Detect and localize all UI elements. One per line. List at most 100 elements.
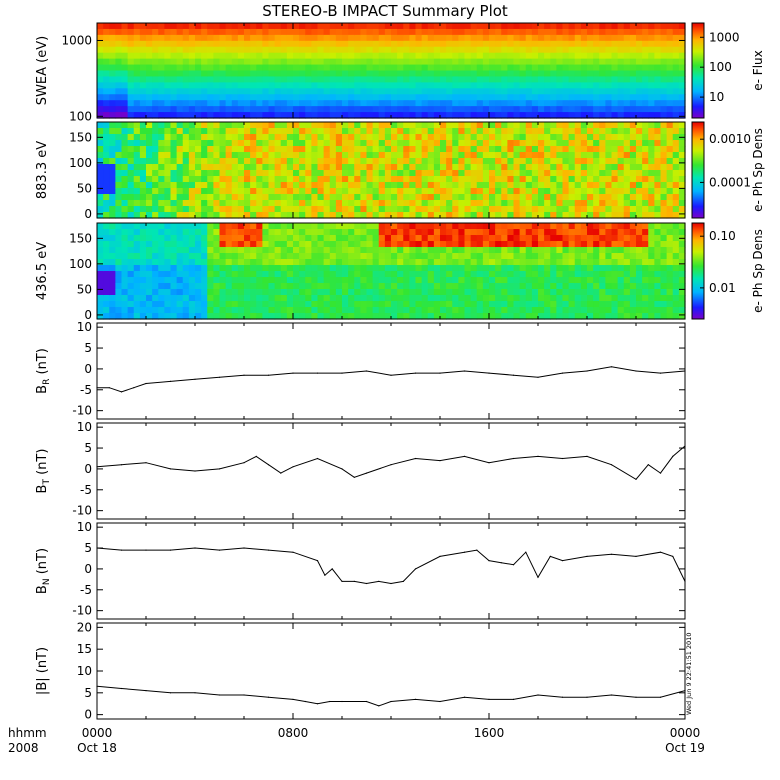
heatmap-cell — [244, 88, 251, 95]
heatmap-cell — [317, 283, 325, 290]
heatmap-cell — [121, 164, 129, 171]
heatmap-cell — [433, 40, 441, 48]
heatmap-cell — [623, 229, 631, 236]
heatmap-cell — [636, 134, 643, 141]
heatmap-cell — [587, 94, 594, 101]
heatmap-cell — [372, 271, 380, 278]
heatmap-cell — [525, 235, 533, 242]
heatmap-cell — [384, 229, 392, 236]
heatmap-cell — [121, 140, 129, 147]
heatmap-cell — [550, 40, 557, 48]
heatmap-cell — [476, 295, 484, 302]
heatmap-cell — [305, 82, 312, 89]
heatmap-cell — [489, 182, 496, 189]
heatmap-cell — [274, 76, 282, 83]
heatmap-cell — [323, 88, 331, 95]
heatmap-cell — [225, 253, 233, 260]
heatmap-cell — [666, 146, 674, 153]
heatmap-cell — [139, 94, 147, 101]
heatmap-cell — [293, 229, 300, 236]
heatmap-cell — [538, 158, 545, 165]
heatmap-cell — [531, 235, 539, 242]
heatmap-cell — [440, 58, 447, 66]
heatmap-cell — [391, 152, 398, 159]
heatmap-cell — [587, 146, 594, 153]
heatmap-cell — [617, 170, 625, 177]
heatmap-cell — [354, 212, 361, 219]
heatmap-cell — [317, 295, 325, 302]
heatmap-cell — [262, 182, 270, 189]
heatmap-cell — [121, 100, 129, 107]
heatmap-cell — [587, 76, 594, 83]
data-point — [414, 457, 417, 460]
series-line-br — [97, 366, 686, 393]
heatmap-cell — [366, 289, 374, 296]
heatmap-cell — [176, 253, 184, 260]
heatmap-cell — [115, 58, 123, 66]
heatmap-cell — [403, 223, 410, 230]
heatmap-cell — [97, 212, 104, 219]
heatmap-cell — [219, 295, 227, 302]
heatmap-cell — [538, 88, 545, 95]
heatmap-cell — [152, 100, 159, 107]
heatmap-cell — [146, 206, 153, 213]
heatmap-cell — [550, 277, 557, 284]
heatmap-cell — [384, 70, 392, 78]
heatmap-cell — [458, 76, 466, 83]
heatmap-cell — [666, 64, 674, 72]
data-point — [525, 551, 527, 553]
heatmap-cell — [403, 122, 410, 129]
heatmap-cell — [342, 76, 349, 83]
heatmap-cell — [458, 212, 466, 219]
heatmap-cell — [568, 289, 576, 296]
heatmap-cell — [482, 46, 490, 54]
heatmap-cell — [636, 70, 643, 78]
heatmap-cell — [617, 241, 625, 248]
heatmap-cell — [170, 295, 178, 302]
heatmap-cell — [133, 82, 141, 89]
data-point — [292, 372, 294, 374]
heatmap-cell — [372, 64, 380, 72]
heatmap-cell — [666, 212, 674, 219]
heatmap-cell — [293, 307, 300, 314]
heatmap-cell — [660, 241, 668, 248]
heatmap-cell — [378, 88, 386, 95]
heatmap-cell — [213, 82, 221, 89]
heatmap-cell — [397, 307, 404, 314]
heatmap-cell — [225, 277, 233, 284]
heatmap-cell — [354, 134, 361, 141]
heatmap-cell — [421, 100, 429, 107]
heatmap-cell — [458, 301, 466, 308]
heatmap-cell — [250, 289, 257, 296]
heatmap-cell — [280, 52, 288, 60]
heatmap-cell — [237, 295, 245, 302]
heatmap-cell — [495, 247, 502, 254]
heatmap-cell — [482, 64, 490, 72]
heatmap-cell — [360, 122, 368, 129]
heatmap-cell — [446, 40, 453, 48]
heatmap-cell — [391, 106, 398, 113]
heatmap-cell — [470, 200, 478, 207]
heatmap-cell — [274, 271, 282, 278]
heatmap-cell — [219, 253, 227, 260]
heatmap-cell — [409, 206, 417, 213]
heatmap-cell — [556, 58, 564, 66]
data-point — [218, 549, 221, 551]
heatmap-cell — [568, 28, 576, 36]
heatmap-cell — [672, 40, 680, 48]
heatmap-cell — [225, 313, 233, 320]
heatmap-cell — [574, 265, 582, 272]
heatmap-cell — [421, 106, 429, 113]
heatmap-cell — [293, 52, 300, 60]
heatmap-cell — [605, 106, 613, 113]
heatmap-cell — [274, 259, 282, 266]
heatmap-cell — [666, 58, 674, 66]
heatmap-cell — [446, 140, 453, 147]
heatmap-cell — [378, 289, 386, 296]
heatmap-cell — [629, 313, 637, 320]
heatmap-cell — [213, 52, 221, 60]
heatmap-cell — [244, 28, 251, 36]
heatmap-cell — [525, 212, 533, 219]
heatmap-cell — [464, 140, 472, 147]
